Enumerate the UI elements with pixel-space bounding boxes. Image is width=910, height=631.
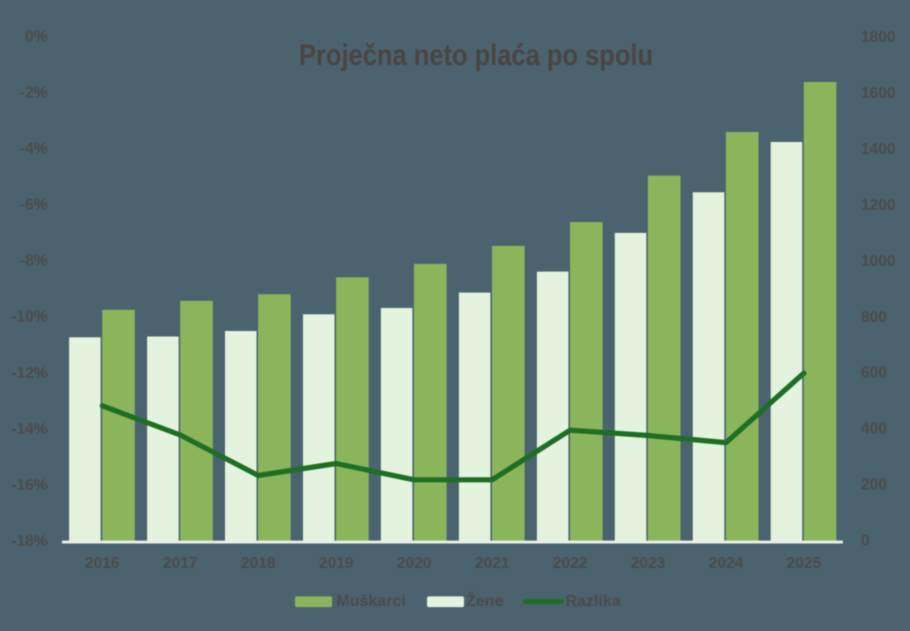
svg-text:0: 0 [861, 533, 870, 550]
svg-text:2025: 2025 [787, 555, 822, 572]
svg-text:-8%: -8% [20, 253, 48, 270]
svg-text:0%: 0% [25, 28, 48, 45]
svg-text:Muškarci: Muškarci [336, 593, 405, 610]
svg-text:Žene: Žene [466, 591, 503, 610]
svg-text:2017: 2017 [163, 555, 197, 572]
svg-text:800: 800 [861, 309, 887, 326]
svg-text:400: 400 [861, 421, 887, 438]
svg-text:1000: 1000 [861, 253, 895, 270]
svg-text:2018: 2018 [241, 555, 276, 572]
svg-text:-14%: -14% [11, 421, 47, 438]
svg-text:Razlika: Razlika [566, 593, 621, 610]
svg-text:-10%: -10% [11, 309, 47, 326]
svg-text:2021: 2021 [475, 555, 510, 572]
svg-text:200: 200 [861, 477, 887, 494]
svg-text:2019: 2019 [319, 555, 354, 572]
svg-text:-6%: -6% [20, 197, 48, 214]
svg-text:-16%: -16% [11, 477, 47, 494]
svg-text:2020: 2020 [397, 555, 431, 572]
svg-text:2024: 2024 [709, 555, 744, 572]
svg-text:2016: 2016 [85, 555, 120, 572]
svg-text:1400: 1400 [861, 141, 895, 158]
svg-text:-18%: -18% [11, 533, 47, 550]
svg-text:2023: 2023 [631, 555, 666, 572]
svg-text:1200: 1200 [861, 197, 895, 214]
svg-text:-12%: -12% [11, 365, 47, 382]
svg-text:1800: 1800 [861, 29, 895, 46]
svg-text:-2%: -2% [20, 85, 48, 102]
svg-text:Proječna neto plaća po spolu: Proječna neto plaća po spolu [299, 38, 653, 71]
svg-text:1600: 1600 [861, 85, 895, 102]
svg-text:600: 600 [861, 365, 887, 382]
svg-text:2022: 2022 [553, 555, 587, 572]
svg-text:-4%: -4% [20, 141, 48, 158]
